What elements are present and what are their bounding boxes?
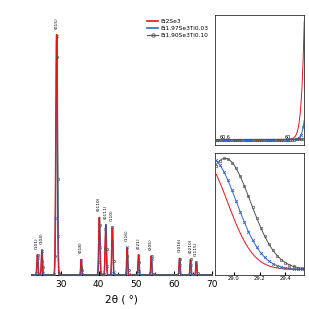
Text: (116): (116) <box>125 230 129 241</box>
Text: (0210): (0210) <box>188 239 192 253</box>
Text: 60.: 60. <box>285 135 292 140</box>
Text: (110): (110) <box>110 209 114 221</box>
Text: (0111): (0111) <box>104 204 108 218</box>
Text: (104): (104) <box>40 232 44 244</box>
X-axis label: 2θ ( °): 2θ ( °) <box>105 294 138 304</box>
Text: (1115): (1115) <box>194 241 198 256</box>
Text: 60.6: 60.6 <box>219 135 230 140</box>
Text: (101): (101) <box>35 237 39 248</box>
Text: (1016): (1016) <box>177 238 181 252</box>
Text: (015): (015) <box>54 17 58 29</box>
Text: (0110): (0110) <box>97 197 101 211</box>
Legend: Bi2Se3, Bi1.97Se3Ti0.03, Bi1.90Se3Ti0.10: Bi2Se3, Bi1.97Se3Ti0.03, Bi1.90Se3Ti0.10 <box>147 18 209 39</box>
Text: (205): (205) <box>149 238 153 250</box>
Text: (018): (018) <box>79 242 83 253</box>
Text: (021): (021) <box>136 237 140 248</box>
